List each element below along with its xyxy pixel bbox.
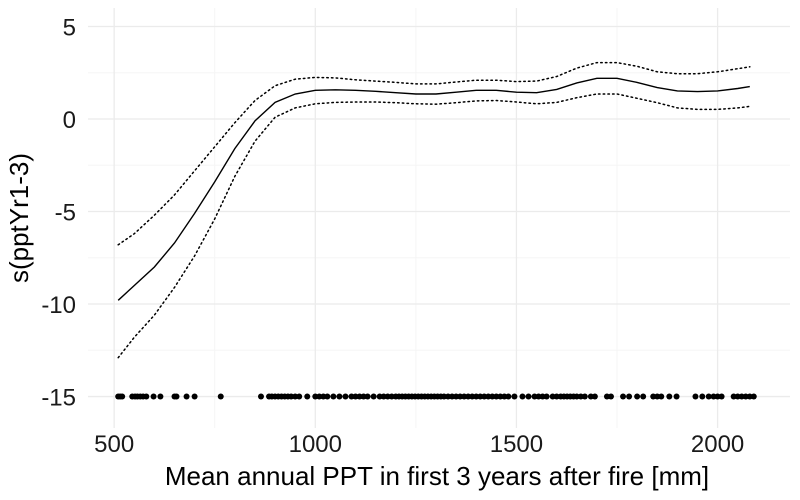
x-tick-label: 1000	[289, 431, 342, 458]
series-lines	[117, 61, 751, 359]
rug-point	[183, 393, 190, 400]
rug-point	[257, 393, 264, 400]
rug-point	[705, 393, 712, 400]
series-line-lower	[117, 93, 751, 359]
rug-point	[342, 393, 349, 400]
rug-point	[620, 393, 627, 400]
x-tick-label: 500	[94, 431, 134, 458]
rug-point	[718, 393, 725, 400]
rug-point	[505, 393, 512, 400]
y-tick-label: -15	[41, 385, 76, 412]
rug-point	[296, 393, 303, 400]
rug-point	[666, 393, 673, 400]
rug-point	[364, 393, 371, 400]
rug-point	[304, 393, 311, 400]
rug-point	[511, 393, 518, 400]
x-tick-labels: 500 1000 1500 2000	[94, 431, 744, 458]
rug-point	[143, 393, 150, 400]
rug-point	[543, 393, 550, 400]
grid-major	[88, 8, 790, 428]
rug-point	[519, 393, 526, 400]
series-line-estimate	[117, 77, 750, 301]
x-tick-label: 1500	[490, 431, 543, 458]
y-tick-label: -5	[55, 200, 76, 227]
rug-point	[640, 393, 647, 400]
rug-point	[591, 393, 598, 400]
rug-point	[330, 393, 337, 400]
x-tick-label: 2000	[691, 431, 744, 458]
rug-point	[191, 393, 198, 400]
rug-point	[525, 393, 532, 400]
x-axis-label: Mean annual PPT in first 3 years after f…	[165, 461, 709, 491]
rug-point	[157, 393, 164, 400]
rug-point	[370, 393, 377, 400]
series-line-upper	[117, 61, 751, 246]
rug-point	[699, 393, 706, 400]
rug-point	[150, 393, 157, 400]
y-tick-label: -10	[41, 292, 76, 319]
rug-point	[750, 393, 757, 400]
rug-point	[119, 393, 126, 400]
rug-point	[673, 393, 680, 400]
rug-point	[607, 393, 614, 400]
rug-point	[658, 393, 665, 400]
rug-point	[692, 393, 699, 400]
rug-marks	[115, 393, 757, 400]
rug-point	[336, 393, 343, 400]
rug-point	[217, 393, 224, 400]
y-tick-labels: 5 0 -5 -10 -15	[41, 15, 76, 412]
y-tick-label: 0	[63, 107, 76, 134]
rug-point	[626, 393, 633, 400]
rug-point	[581, 393, 588, 400]
y-axis-label: s(pptYr1-3)	[4, 153, 34, 283]
rug-point	[173, 393, 180, 400]
grid-minor	[88, 8, 790, 428]
y-tick-label: 5	[63, 15, 76, 42]
rug-point	[324, 393, 331, 400]
rug-point	[634, 393, 641, 400]
